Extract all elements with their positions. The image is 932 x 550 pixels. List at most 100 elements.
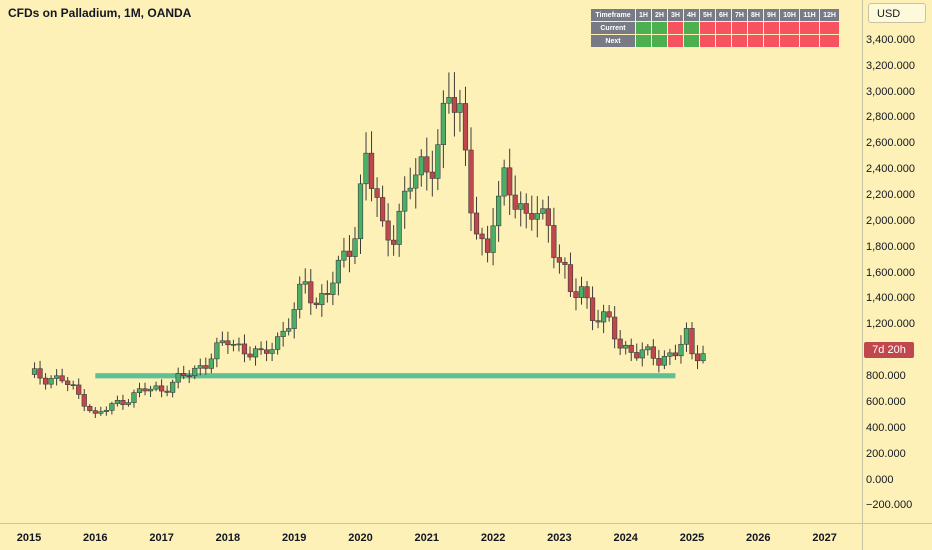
- candle-down[interactable]: [186, 375, 192, 377]
- candle-down[interactable]: [507, 167, 513, 196]
- candle-down[interactable]: [92, 410, 98, 414]
- candle-up[interactable]: [230, 344, 237, 346]
- candle-down[interactable]: [424, 156, 430, 173]
- candle-up[interactable]: [153, 385, 159, 390]
- candle-up[interactable]: [413, 174, 419, 189]
- candle-up[interactable]: [114, 400, 120, 404]
- currency-selector[interactable]: USD: [868, 3, 926, 23]
- candle-down[interactable]: [225, 340, 231, 346]
- candle-up[interactable]: [98, 411, 104, 414]
- candle-up[interactable]: [396, 210, 402, 245]
- candle-up[interactable]: [131, 392, 137, 403]
- candle-down[interactable]: [512, 194, 518, 210]
- candle-up[interactable]: [518, 203, 524, 210]
- candle-up[interactable]: [280, 330, 286, 337]
- candle-down[interactable]: [473, 212, 480, 235]
- candle-down[interactable]: [573, 291, 579, 298]
- candle-down[interactable]: [612, 316, 618, 340]
- candle-down[interactable]: [164, 390, 170, 393]
- candle-up[interactable]: [269, 349, 275, 354]
- candle-down[interactable]: [479, 233, 485, 240]
- candle-down[interactable]: [462, 103, 469, 151]
- candle-down[interactable]: [247, 353, 253, 358]
- candle-up[interactable]: [214, 342, 220, 360]
- candle-up[interactable]: [534, 213, 540, 220]
- candle-up[interactable]: [219, 340, 225, 344]
- candle-down[interactable]: [37, 368, 43, 379]
- candle-down[interactable]: [650, 346, 656, 359]
- candle-up[interactable]: [700, 353, 706, 362]
- candle-down[interactable]: [634, 352, 640, 359]
- candle-up[interactable]: [170, 381, 176, 393]
- candle-down[interactable]: [451, 97, 458, 113]
- candle-down[interactable]: [368, 152, 375, 189]
- candle-up[interactable]: [501, 167, 507, 197]
- candle-up[interactable]: [418, 156, 424, 176]
- candle-down[interactable]: [656, 358, 662, 366]
- candle-up[interactable]: [440, 102, 446, 146]
- candle-down[interactable]: [263, 349, 270, 354]
- candle-down[interactable]: [346, 250, 353, 257]
- candle-down[interactable]: [529, 213, 535, 220]
- candle-up[interactable]: [578, 286, 585, 298]
- candle-down[interactable]: [617, 338, 623, 349]
- candle-up[interactable]: [319, 293, 325, 306]
- candle-down[interactable]: [159, 385, 165, 392]
- candle-up[interactable]: [446, 97, 452, 104]
- candle-up[interactable]: [286, 328, 292, 332]
- candle-up[interactable]: [330, 282, 336, 295]
- candle-down[interactable]: [181, 373, 187, 376]
- candle-up[interactable]: [600, 311, 607, 323]
- candle-down[interactable]: [484, 238, 491, 253]
- candle-up[interactable]: [667, 352, 673, 357]
- candle-up[interactable]: [103, 409, 109, 412]
- candle-up[interactable]: [639, 349, 645, 359]
- candle-down[interactable]: [308, 281, 314, 304]
- candle-up[interactable]: [54, 375, 60, 379]
- candle-up[interactable]: [661, 356, 667, 366]
- candle-up[interactable]: [125, 402, 132, 405]
- candle-up[interactable]: [208, 358, 214, 369]
- candle-up[interactable]: [341, 250, 347, 261]
- candle-up[interactable]: [109, 403, 115, 411]
- candle-up[interactable]: [136, 388, 143, 393]
- candle-up[interactable]: [540, 208, 546, 214]
- candle-up[interactable]: [192, 367, 198, 377]
- candle-down[interactable]: [595, 320, 601, 323]
- candle-up[interactable]: [352, 238, 358, 257]
- candle-down[interactable]: [429, 171, 435, 179]
- candle-up[interactable]: [31, 368, 38, 375]
- candle-down[interactable]: [241, 343, 248, 355]
- candle-up[interactable]: [335, 259, 342, 284]
- candle-up[interactable]: [645, 346, 651, 351]
- candle-down[interactable]: [76, 384, 82, 395]
- candle-down[interactable]: [385, 220, 391, 241]
- candle-up[interactable]: [297, 283, 303, 310]
- candle-up[interactable]: [302, 281, 308, 285]
- candle-down[interactable]: [545, 208, 551, 226]
- candle-down[interactable]: [65, 380, 71, 385]
- candle-up[interactable]: [496, 195, 502, 227]
- candle-down[interactable]: [203, 365, 209, 369]
- candle-up[interactable]: [236, 343, 242, 346]
- candle-down[interactable]: [120, 400, 126, 405]
- candle-down[interactable]: [672, 352, 679, 357]
- candle-up[interactable]: [623, 344, 629, 349]
- candle-down[interactable]: [551, 225, 557, 258]
- candle-down[interactable]: [556, 257, 562, 263]
- candle-up[interactable]: [678, 343, 684, 357]
- candle-up[interactable]: [363, 152, 369, 185]
- candle-down[interactable]: [523, 203, 529, 214]
- candle-down[interactable]: [628, 344, 634, 353]
- candle-down[interactable]: [313, 302, 319, 306]
- candle-up[interactable]: [147, 388, 154, 392]
- candle-up[interactable]: [291, 309, 297, 329]
- candle-down[interactable]: [258, 348, 264, 351]
- candle-up[interactable]: [490, 225, 496, 253]
- candle-up[interactable]: [48, 378, 54, 385]
- candle-down[interactable]: [142, 388, 148, 392]
- candle-down[interactable]: [468, 149, 474, 214]
- candle-down[interactable]: [606, 311, 612, 318]
- candle-down[interactable]: [42, 377, 49, 385]
- candle-down[interactable]: [584, 286, 590, 299]
